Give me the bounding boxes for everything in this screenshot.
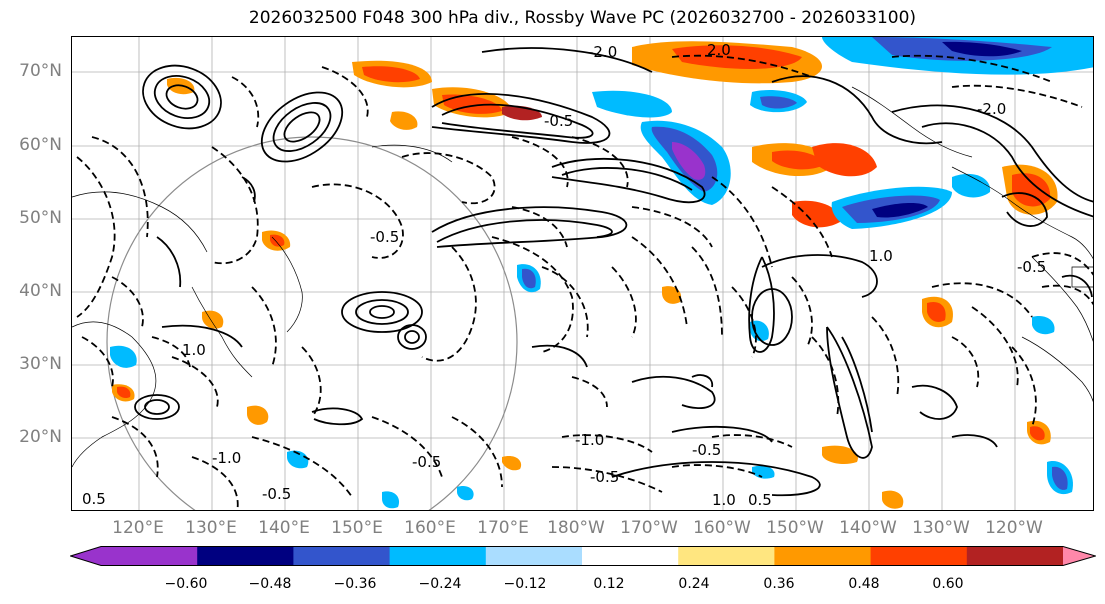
lon-label-160w: 160°W <box>693 518 751 538</box>
lon-label-120e: 120°E <box>112 518 164 538</box>
colorbar-tick: 0.48 <box>848 576 880 592</box>
contour-label: -1.0 <box>212 449 241 467</box>
colorbar-tick: −0.48 <box>248 576 292 592</box>
contour-label: -2.0 <box>588 43 617 61</box>
contour-label: -0.5 <box>590 468 619 486</box>
lon-label-170w: 170°W <box>620 518 678 538</box>
colorbar-tick: −0.60 <box>164 576 208 592</box>
colorbar-tick: −0.36 <box>333 576 377 592</box>
colorbar-segment <box>485 546 583 566</box>
lat-label-60n: 60°N <box>19 135 62 155</box>
colorbar-tick: 0.24 <box>678 576 710 592</box>
lat-label-20n: 20°N <box>19 427 62 447</box>
lat-label-30n: 30°N <box>19 354 62 374</box>
colorbar-segment <box>101 546 198 566</box>
positive-contours <box>134 47 1093 497</box>
contour-label: 0.5 <box>82 490 106 508</box>
contour-label: -0.5 <box>370 228 399 246</box>
lon-label-160e: 160°E <box>404 518 456 538</box>
contour-label: -2.0 <box>977 100 1006 118</box>
map-canvas: -2.0 -2.0 -0.5 -0.5 -1.0 -1.0 -0.5 -0.5 … <box>72 37 1093 510</box>
lon-label-130e: 130°E <box>185 518 237 538</box>
overlay-circle <box>106 136 518 510</box>
contour-label: 1.0 <box>869 247 893 265</box>
colorbar-extension-low <box>70 546 101 566</box>
contour-label: -0.5 <box>692 441 721 459</box>
lon-label-130w: 130°W <box>912 518 970 538</box>
colorbar-tick: −0.12 <box>503 576 547 592</box>
colorbar-segment <box>678 546 775 566</box>
lon-label-150w: 150°W <box>766 518 824 538</box>
lat-label-50n: 50°N <box>19 208 62 228</box>
contour-label: -0.5 <box>1017 258 1046 276</box>
colorbar-segment <box>582 546 679 566</box>
colorbar-tick: 0.36 <box>763 576 795 592</box>
contour-label: -0.5 <box>412 453 441 471</box>
colorbar-segment <box>774 546 872 566</box>
contour-label: -1.0 <box>575 431 604 449</box>
colorbar-segment <box>197 546 294 566</box>
divergence-shading <box>110 37 1093 509</box>
contour-label: 1.0 <box>182 341 206 359</box>
lat-label-70n: 70°N <box>19 61 62 81</box>
colorbar <box>70 546 1096 566</box>
lon-label-120w: 120°W <box>985 518 1043 538</box>
colorbar-tick: 0.12 <box>593 576 625 592</box>
contour-labels: -2.0 -2.0 -0.5 -0.5 -1.0 -1.0 -0.5 -0.5 … <box>82 41 1046 509</box>
contour-label: 1.0 <box>712 491 736 509</box>
contour-label: -0.5 <box>262 485 291 503</box>
colorbar-tick: −0.24 <box>418 576 462 592</box>
map-title: 2026032500 F048 300 hPa div., Rossby Wav… <box>248 8 917 28</box>
graticule <box>72 37 1093 510</box>
coastlines <box>72 86 1093 468</box>
contour-label: -0.5 <box>544 112 573 130</box>
colorbar-segment <box>870 546 968 566</box>
lon-label-180w: 180°W <box>547 518 605 538</box>
negative-contours <box>76 54 1093 510</box>
colorbar-segment <box>293 546 391 566</box>
contour-label: 0.5 <box>748 491 772 509</box>
colorbar-segment <box>389 546 487 566</box>
colorbar-segment <box>966 546 1064 566</box>
lat-label-40n: 40°N <box>19 281 62 301</box>
colorbar-tick: 0.60 <box>932 576 964 592</box>
lon-label-140e: 140°E <box>258 518 310 538</box>
contour-label: 2.0 <box>707 41 731 59</box>
lon-label-150e: 150°E <box>331 518 383 538</box>
map-panel: -2.0 -2.0 -0.5 -0.5 -1.0 -1.0 -0.5 -0.5 … <box>71 36 1094 511</box>
colorbar-extension-high <box>1063 546 1096 566</box>
lon-label-140w: 140°W <box>839 518 897 538</box>
lon-label-170e: 170°E <box>477 518 529 538</box>
